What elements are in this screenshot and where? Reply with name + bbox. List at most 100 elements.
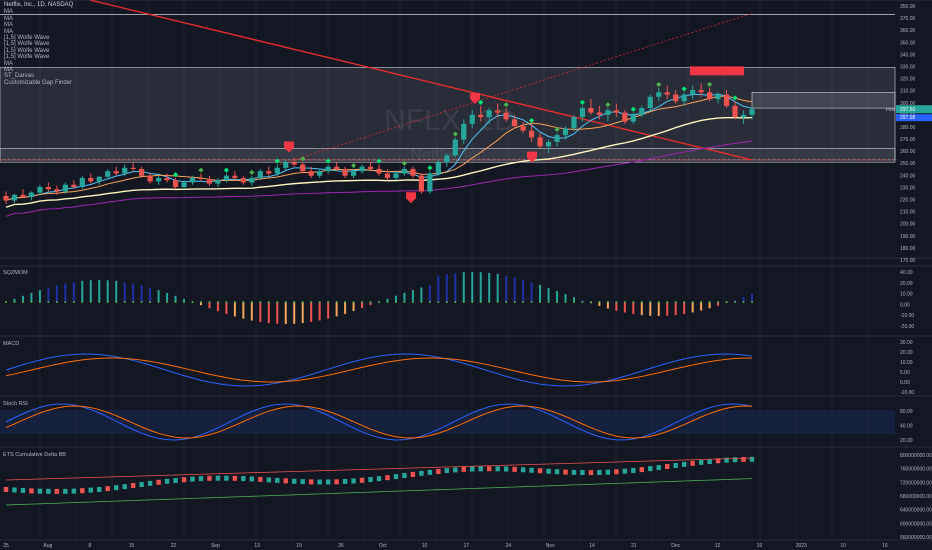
candle-body: [613, 110, 619, 113]
squeeze-histogram-bar: [513, 277, 516, 302]
indicator-legend-item[interactable]: [1,5] Wolfe Wave: [4, 34, 50, 41]
squeeze-dot: [327, 301, 330, 303]
indicator-legend-item[interactable]: Customizable Gap Finder: [4, 79, 73, 86]
candle-body: [283, 162, 289, 168]
squeeze-dot: [361, 301, 364, 303]
delta-candle: [198, 476, 204, 482]
indicator-legend-item[interactable]: [1,5] Wolfe Wave: [4, 41, 50, 48]
squeeze-dot: [140, 301, 143, 303]
macd-pane-label: MACD: [3, 341, 20, 347]
delta-candle: [130, 483, 136, 489]
squeeze-dot: [674, 301, 677, 303]
indicator-legend-item[interactable]: MA: [4, 28, 13, 35]
axis-tick-label: 200.00: [900, 222, 916, 228]
squeeze-dot: [462, 301, 465, 303]
last-price-badge: [896, 105, 932, 114]
squeeze-dot: [344, 301, 347, 303]
indicator-legend-item[interactable]: MA: [4, 22, 13, 29]
squeeze-dot: [242, 301, 245, 303]
green-diamond-icon: [325, 158, 331, 164]
axis-tick-label: 370.00: [900, 16, 916, 22]
squeeze-dot: [530, 301, 533, 303]
squeeze-dot: [454, 301, 457, 303]
green-diamond-icon: [223, 167, 229, 173]
squeeze-histogram-bar: [649, 302, 652, 316]
squeeze-dot: [64, 301, 67, 303]
candle-body: [512, 119, 518, 127]
delta-candle: [622, 468, 628, 474]
indicator-legend-item[interactable]: ST_Darvas: [4, 73, 35, 80]
delta-candle: [461, 466, 466, 472]
delta-candle: [529, 467, 534, 473]
squeeze-dot: [496, 301, 499, 303]
axis-tick-label: 280.00: [900, 125, 916, 131]
axis-tick-label: 20.00: [900, 281, 913, 287]
candle-body: [681, 94, 687, 102]
time-axis-label: Oct: [379, 543, 387, 549]
delta-candle: [300, 479, 305, 485]
squeeze-dot: [318, 301, 321, 303]
indicator-legend-item[interactable]: [1,5] Wolfe Wave: [4, 54, 50, 61]
green-diamond-icon: [376, 158, 382, 164]
squeeze-histogram-bar: [598, 302, 601, 306]
squeeze-dot: [437, 301, 440, 303]
delta-candle: [54, 488, 60, 494]
delta-candle: [334, 479, 339, 485]
axis-tick-label: 760000000.00: [900, 467, 932, 473]
delta-pane-label: ETS Cumulative Delta BB: [3, 452, 66, 458]
squeeze-histogram-bar: [81, 280, 84, 302]
stoch-k-line: [5, 403, 753, 441]
delta-candle: [665, 464, 670, 470]
squeeze-dot: [717, 301, 720, 303]
indicator-legend-item[interactable]: MA: [4, 66, 13, 73]
axis-tick-label: -20.00: [900, 324, 914, 330]
squeeze-dot: [547, 301, 550, 303]
delta-candle: [317, 479, 322, 485]
squeeze-dot: [293, 301, 296, 303]
gap-zones: [0, 14, 896, 163]
axis-tick-label: 10.00: [900, 360, 913, 366]
squeeze-dot: [81, 301, 84, 303]
candle-body: [62, 184, 68, 192]
squeeze-dot: [666, 301, 669, 303]
squeeze-dot: [378, 301, 380, 303]
squeeze-dot: [445, 301, 448, 303]
squeeze-dot: [55, 301, 58, 303]
ma-30-line: [5, 116, 753, 208]
candle-body: [588, 108, 594, 113]
squeeze-histogram-bar: [183, 298, 186, 302]
axis-tick-label: 260.00: [900, 149, 916, 155]
delta-candle: [139, 481, 144, 487]
candle-body: [122, 167, 128, 174]
indicator-legend-item[interactable]: MA: [4, 15, 13, 22]
axis-tick-label: 10.00: [900, 292, 913, 298]
delta-candle: [368, 477, 373, 483]
indicator-legend-item[interactable]: MA: [4, 9, 13, 16]
candle-body: [622, 112, 628, 122]
delta-candle: [741, 456, 746, 462]
squeeze-histogram-bar: [717, 302, 720, 306]
time-axis-label: 25: [3, 543, 9, 549]
delta-candle: [308, 479, 314, 485]
squeeze-histogram-bar: [479, 272, 482, 302]
delta-candle: [614, 469, 619, 475]
squeeze-histogram-bar: [572, 297, 575, 302]
squeeze-dot: [157, 301, 160, 303]
indicator-legend-item[interactable]: [1,5] Wolfe Wave: [4, 47, 50, 54]
time-axis-label: 19: [296, 543, 302, 549]
squeeze-dot: [691, 301, 694, 303]
squeeze-dot: [572, 301, 575, 303]
candlesticks[interactable]: [3, 83, 755, 204]
squeeze-dot: [708, 301, 711, 303]
squeeze-histogram-bar: [216, 302, 219, 312]
post-price-value: 297.98: [900, 115, 916, 121]
delta-candle: [283, 478, 288, 484]
green-diamond-icon: [172, 172, 179, 178]
candle-body: [579, 108, 586, 118]
squeeze-histogram-bar: [233, 302, 236, 317]
indicator-legend-item[interactable]: MA: [4, 60, 13, 67]
delta-candle: [698, 459, 704, 465]
squeeze-dot: [310, 301, 313, 303]
squeeze-dot: [734, 301, 737, 303]
